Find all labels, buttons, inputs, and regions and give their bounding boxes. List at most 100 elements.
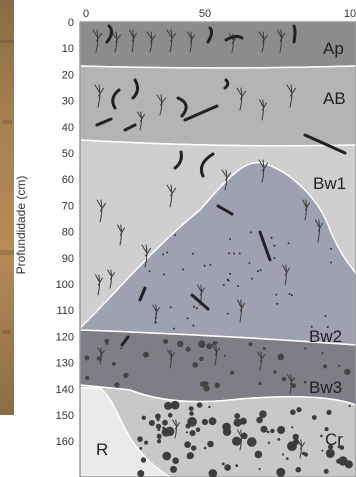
gravel-dot: [223, 354, 226, 357]
gravel-dot: [303, 380, 307, 384]
gravel-dot: [224, 464, 231, 471]
gravel-dot: [326, 409, 332, 415]
fine-root: [166, 29, 176, 53]
gravel-dot: [267, 441, 271, 444]
fine-root: [258, 159, 268, 183]
gravel-dot: [292, 433, 299, 441]
gravel-dot: [248, 342, 253, 347]
fine-root: [237, 429, 245, 451]
horizon-cr: [79, 384, 356, 477]
gravel-dot: [337, 445, 341, 449]
y-tick-label: 50: [62, 148, 74, 160]
gravel-dot: [191, 445, 197, 451]
fine-root: [166, 184, 176, 208]
gravel-dot: [141, 415, 146, 420]
horizon-label-r: R: [96, 440, 108, 459]
fine-root: [297, 439, 305, 459]
gravel-dot: [232, 436, 242, 446]
gravel-dot: [201, 418, 208, 426]
y-tick-label: 160: [56, 436, 74, 448]
mineral-dot: [148, 270, 151, 273]
mineral-dot: [191, 252, 194, 255]
thick-root: [95, 117, 113, 127]
gravel-dot: [162, 419, 168, 426]
mineral-dot: [192, 324, 195, 327]
fine-root: [146, 31, 156, 53]
horizon-ap: [79, 21, 356, 69]
thick-root: [258, 230, 272, 262]
gravel-dot: [320, 434, 323, 438]
gravel-dot: [84, 355, 90, 361]
mineral-dot: [209, 264, 212, 266]
gravel-dot: [185, 431, 188, 434]
gravel-dot: [348, 404, 351, 408]
mineral-dot: [273, 257, 276, 260]
thick-root: [190, 293, 210, 311]
gravel-dot: [208, 417, 217, 426]
horizon-label-ab: AB: [323, 89, 346, 108]
gravel-dot: [189, 411, 194, 416]
thick-root: [131, 78, 140, 100]
thick-root: [173, 150, 183, 170]
mineral-dot: [248, 262, 251, 264]
gravel-dot: [192, 362, 198, 368]
gravel-dot: [302, 451, 306, 456]
gravel-dot: [323, 468, 329, 474]
gravel-dot: [143, 351, 149, 358]
gravel-dot: [247, 437, 257, 447]
fine-root: [167, 349, 175, 369]
gravel-dot: [296, 407, 302, 413]
gravel-dot: [208, 405, 211, 409]
gravel-dot: [114, 382, 120, 388]
y-tick-label: 0: [68, 17, 74, 29]
mineral-dot: [326, 326, 329, 328]
fine-root: [315, 219, 323, 243]
gravel-dot: [234, 413, 241, 419]
mineral-dot: [163, 273, 166, 276]
gravel-dot: [170, 465, 177, 473]
gravel-dot: [184, 441, 192, 448]
fine-root: [302, 199, 310, 221]
gravel-dot: [291, 383, 296, 389]
gravel-dot: [199, 381, 206, 387]
gravel-dot: [277, 438, 281, 441]
gravel-dot: [259, 410, 267, 419]
mineral-dot: [275, 293, 278, 296]
gravel-dot: [221, 462, 225, 466]
gravel-dot: [105, 341, 109, 345]
gravel-dot: [214, 382, 220, 388]
fine-root: [92, 29, 102, 53]
fine-root: [236, 87, 246, 111]
mineral-dot: [195, 307, 198, 310]
gravel-dot: [222, 427, 232, 436]
mineral-dot: [193, 305, 196, 308]
gravel-dot: [277, 426, 286, 434]
thick-root: [111, 88, 121, 110]
gravel-dot: [187, 417, 197, 427]
gravel-dot: [338, 364, 341, 367]
y-tick-label: 150: [56, 410, 74, 422]
fine-root: [137, 111, 145, 131]
thick-root: [123, 123, 137, 132]
gravel-dot: [137, 470, 145, 477]
mineral-dot: [287, 242, 290, 245]
gravel-dot: [273, 370, 277, 374]
gravel-dot: [165, 426, 175, 437]
y-tick-label: 70: [62, 200, 74, 212]
gravel-dot: [324, 427, 329, 432]
gravel-dot: [282, 453, 285, 456]
mineral-dot: [162, 253, 165, 256]
gravel-dot: [186, 452, 194, 460]
y-tick-label: 90: [62, 253, 74, 265]
fine-root: [96, 199, 106, 223]
gravel-dot: [328, 444, 334, 450]
mineral-dot: [233, 252, 236, 255]
mineral-dot: [166, 251, 169, 254]
gravel-dot: [203, 385, 210, 392]
gravel-dot: [277, 353, 285, 361]
gravel-dot: [346, 371, 349, 375]
fine-root: [287, 374, 295, 394]
x-tick-label: 0: [83, 8, 89, 20]
gravel-dot: [206, 343, 213, 350]
